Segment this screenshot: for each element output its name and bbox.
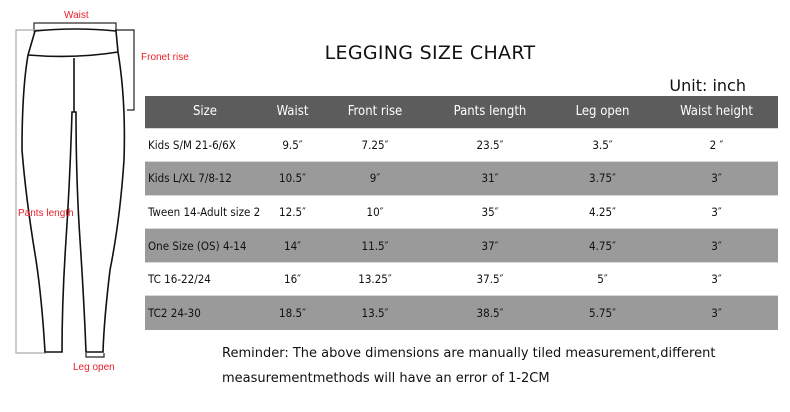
table-row: Tween 14-Adult size 2 12.5″ 10″ 35″ 4.25″ 3″ xyxy=(145,194,778,229)
cell-waist: 18.5″ xyxy=(265,295,320,330)
cell-front-rise: 10″ xyxy=(320,194,430,229)
cell-waist: 12.5″ xyxy=(265,194,320,229)
unit-label: Unit: inch xyxy=(669,76,746,95)
cell-waist: 16″ xyxy=(265,261,320,296)
cell-pants-length: 35″ xyxy=(430,194,550,229)
front-rise-bracket xyxy=(115,29,135,111)
cell-front-rise: 7.25″ xyxy=(320,127,430,162)
cell-leg-open: 5″ xyxy=(550,261,655,296)
size-table: Size Waist Front rise Pants length Leg o… xyxy=(145,96,778,330)
table-row: TC2 24-30 18.5″ 13.5″ 38.5″ 5.75″ 3″ xyxy=(145,295,778,330)
cell-leg-open: 3.75″ xyxy=(550,161,655,196)
leggings-outline xyxy=(21,28,126,353)
cell-front-rise: 13.5″ xyxy=(320,295,430,330)
cell-leg-open: 3.5″ xyxy=(550,127,655,162)
cell-waist-height: 3″ xyxy=(655,228,778,263)
pants-length-label: Pants length xyxy=(18,208,74,219)
table-header-row: Size Waist Front rise Pants length Leg o… xyxy=(145,96,778,128)
leg-open-bracket xyxy=(85,353,105,358)
cell-pants-length: 23.5″ xyxy=(430,127,550,162)
leggings-diagram xyxy=(15,22,135,358)
table-row: Kids S/M 21-6/6X 9.5″ 7.25″ 23.5″ 3.5″ 2 ″ xyxy=(145,127,778,162)
header-pants-length: Pants length xyxy=(430,96,550,128)
cell-front-rise: 9″ xyxy=(320,161,430,196)
table-row: Kids L/XL 7/8-12 10.5″ 9″ 31″ 3.75″ 3″ xyxy=(145,161,778,196)
cell-waist-height: 2 ″ xyxy=(655,127,778,162)
cell-waist: 9.5″ xyxy=(265,127,320,162)
header-size: Size xyxy=(145,96,265,128)
cell-waist: 14″ xyxy=(265,228,320,263)
cell-leg-open: 4.25″ xyxy=(550,194,655,229)
cell-front-rise: 11.5″ xyxy=(320,228,430,263)
cell-pants-length: 38.5″ xyxy=(430,295,550,330)
reminder-line-1: Reminder: The above dimensions are manua… xyxy=(222,346,716,361)
cell-front-rise: 13.25″ xyxy=(320,261,430,296)
cell-waist-height: 3″ xyxy=(655,261,778,296)
pants-length-bracket xyxy=(15,29,50,354)
table-row: TC 16-22/24 16″ 13.25″ 37.5″ 5″ 3″ xyxy=(145,261,778,296)
header-leg-open: Leg open xyxy=(550,96,655,128)
cell-waist-height: 3″ xyxy=(655,161,778,196)
reminder-line-2: measurementmethods will have an error of… xyxy=(222,371,550,386)
header-waist: Waist xyxy=(265,96,320,128)
cell-waist-height: 3″ xyxy=(655,194,778,229)
header-waist-height: Waist height xyxy=(655,96,778,128)
cell-size: Kids L/XL 7/8-12 xyxy=(145,161,265,196)
cell-leg-open: 4.75″ xyxy=(550,228,655,263)
cell-size: Kids S/M 21-6/6X xyxy=(145,127,265,162)
waist-label: Waist xyxy=(64,10,89,21)
cell-size: Tween 14-Adult size 2 xyxy=(145,194,265,229)
cell-waist-height: 3″ xyxy=(655,295,778,330)
header-front-rise: Front rise xyxy=(320,96,430,128)
cell-pants-length: 37.5″ xyxy=(430,261,550,296)
front-rise-label: Fronet rise xyxy=(141,52,189,63)
cell-pants-length: 31″ xyxy=(430,161,550,196)
leg-open-label: Leg open xyxy=(73,362,115,373)
cell-size: One Size (OS) 4-14 xyxy=(145,228,265,263)
page-title: LEGGING SIZE CHART xyxy=(324,42,536,64)
cell-size: TC 16-22/24 xyxy=(145,261,265,296)
cell-size: TC2 24-30 xyxy=(145,295,265,330)
cell-leg-open: 5.75″ xyxy=(550,295,655,330)
cell-pants-length: 37″ xyxy=(430,228,550,263)
table-row: One Size (OS) 4-14 14″ 11.5″ 37″ 4.75″ 3″ xyxy=(145,228,778,263)
cell-waist: 10.5″ xyxy=(265,161,320,196)
